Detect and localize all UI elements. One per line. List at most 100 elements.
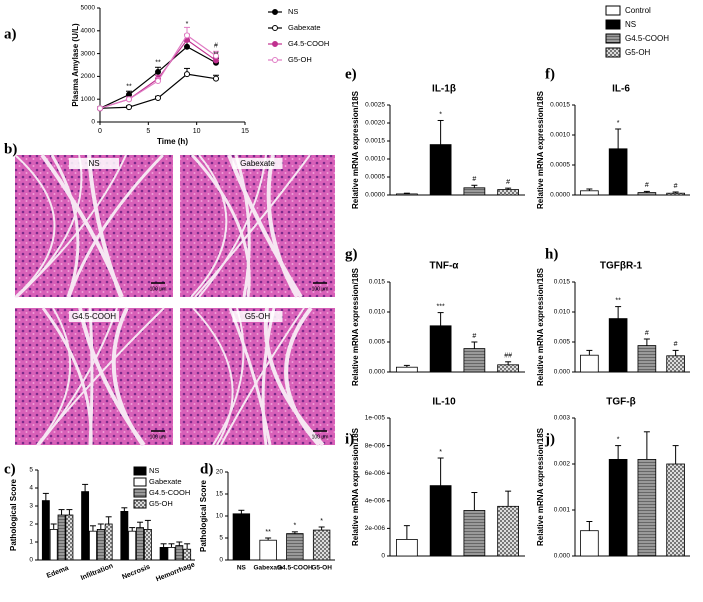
- bar: [637, 192, 657, 196]
- bar: [81, 491, 90, 561]
- legend-swatch: [133, 488, 147, 498]
- y-axis-label: Relative mRNA expression/18S: [536, 267, 545, 386]
- bar: [65, 514, 74, 561]
- annotation: #: [674, 341, 678, 348]
- tissue-septum: [16, 154, 83, 298]
- label-bg: [232, 158, 283, 169]
- bar: [429, 325, 452, 373]
- tissue-septum: [261, 307, 276, 446]
- tissue-septum: [198, 154, 267, 298]
- panel-label: b): [4, 141, 17, 157]
- legend-label: G4.5-COOH: [625, 34, 669, 43]
- marker: [155, 95, 161, 102]
- chart-title: IL-10: [432, 397, 456, 408]
- tissue-septum: [263, 307, 325, 447]
- chart-title: TNF-α: [430, 261, 460, 272]
- y-tick-label: 10: [216, 513, 224, 520]
- bar: [136, 527, 144, 561]
- x-axis-label: Time (h): [157, 137, 188, 146]
- y-tick-label: 2: [29, 521, 33, 528]
- x-tick-label: 0: [98, 128, 102, 135]
- y-tick-label: 0.000: [369, 369, 386, 376]
- annotation: **: [265, 529, 271, 536]
- annotation: ##: [504, 353, 512, 360]
- y-tick-label: 20: [216, 469, 224, 476]
- panel-label: c): [4, 461, 16, 477]
- bar: [96, 529, 105, 561]
- label-bg: [69, 311, 119, 322]
- y-tick-label: 0.000: [554, 369, 571, 376]
- y-axis-label: Relative mRNA expression/18S: [536, 427, 545, 546]
- panel-label: j): [544, 431, 555, 447]
- bar: [580, 530, 599, 557]
- x-tick-label: NS: [237, 565, 247, 572]
- bar: [580, 354, 599, 373]
- label-bg: [232, 311, 283, 322]
- panel-label: f): [545, 66, 555, 82]
- tissue-septum: [190, 153, 251, 298]
- y-tick-label: 5: [219, 535, 223, 542]
- legend-swatch: [605, 47, 621, 58]
- bar: [396, 366, 418, 373]
- bar: [580, 190, 599, 196]
- legend-marker: [272, 57, 278, 63]
- bar: [396, 539, 418, 557]
- marker: [213, 52, 219, 59]
- annotation: *: [294, 523, 297, 530]
- tissue-septum: [212, 307, 245, 446]
- annotation: #: [472, 333, 476, 340]
- marker: [184, 71, 190, 78]
- y-tick-label: 4000: [81, 28, 96, 35]
- y-tick-label: 3000: [81, 50, 96, 57]
- y-tick-label: 0.0000: [550, 192, 570, 199]
- scale-label: 100 μm: [150, 434, 167, 440]
- y-tick-label: 0: [219, 557, 223, 564]
- bar: [497, 505, 519, 557]
- y-tick-label: 0.015: [369, 279, 386, 286]
- bar: [666, 463, 685, 557]
- tissue-septum: [14, 154, 56, 298]
- tissue-septum: [220, 307, 305, 446]
- marker: [126, 104, 132, 111]
- legend-marker: [272, 25, 278, 31]
- tissue-septum: [67, 153, 165, 298]
- annotation: #: [645, 182, 649, 189]
- bar: [429, 144, 452, 196]
- bar: [666, 355, 685, 373]
- y-tick-label: 4e-006: [365, 498, 386, 505]
- scale-label: 100 μm: [150, 286, 167, 292]
- annotation: #: [472, 176, 476, 183]
- y-tick-label: 0.005: [369, 339, 386, 346]
- y-tick-label: 0.0010: [550, 132, 570, 139]
- bar: [637, 458, 657, 557]
- histology-image: [180, 308, 335, 445]
- y-tick-label: 0.005: [554, 339, 571, 346]
- marker: [97, 105, 103, 112]
- image-label: NS: [88, 159, 99, 168]
- y-tick-label: 3: [29, 503, 33, 510]
- x-tick-label: Necrosis: [121, 563, 151, 581]
- y-tick-label: 2e-006: [365, 525, 386, 532]
- bar: [608, 318, 628, 373]
- legend-swatch: [133, 466, 147, 476]
- marker: [155, 77, 161, 84]
- bar: [128, 530, 137, 561]
- legend-label: G5-OH: [625, 48, 651, 57]
- bar: [637, 345, 657, 373]
- legend-label: G4.5-COOH: [288, 39, 329, 48]
- y-axis-label: Pathological Score: [9, 478, 18, 551]
- x-tick-label: Gabexate: [253, 565, 283, 572]
- chart-title: IL-6: [612, 84, 630, 95]
- y-tick-label: 5: [29, 467, 33, 474]
- y-tick-label: 0: [29, 557, 33, 564]
- y-tick-label: 0.015: [554, 279, 571, 286]
- image-label: G4.5-COOH: [72, 312, 116, 321]
- legend-label: Gabexate: [149, 477, 182, 486]
- annotation: *: [186, 21, 189, 28]
- x-tick-label: G5-OH: [311, 565, 332, 572]
- panel-label: h): [545, 246, 558, 262]
- bar: [89, 530, 97, 561]
- bar: [286, 533, 304, 561]
- panel-label: i): [345, 431, 354, 447]
